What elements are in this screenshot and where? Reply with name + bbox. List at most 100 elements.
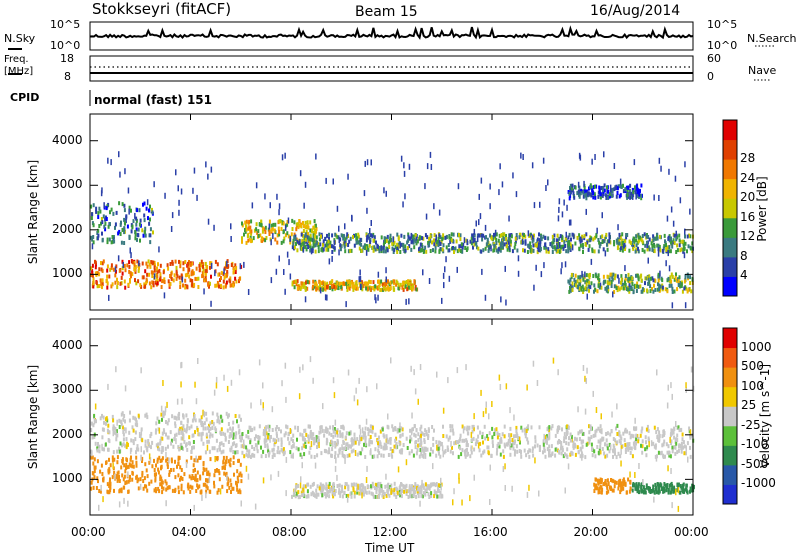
- echo-cell: [113, 268, 115, 272]
- echo-cell: [124, 419, 126, 423]
- echo-cell: [409, 451, 411, 455]
- echo-cell: [306, 483, 308, 487]
- echo-cell: [641, 290, 643, 294]
- echo-cell: [235, 435, 237, 439]
- echo-cell: [654, 426, 656, 430]
- echo-cell: [528, 485, 530, 491]
- echo-cell: [614, 284, 616, 288]
- echo-cell: [267, 446, 269, 450]
- echo-cell: [545, 455, 547, 459]
- echo-cell: [155, 428, 157, 432]
- echo-cell: [607, 431, 609, 435]
- echo-cell: [622, 479, 624, 483]
- echo-cell: [591, 259, 593, 265]
- echo-cell: [224, 466, 226, 470]
- echo-cell: [550, 426, 552, 430]
- echo-cell: [271, 277, 273, 283]
- echo-cell: [653, 195, 655, 201]
- echo-cell: [582, 191, 584, 195]
- echo-cell: [438, 447, 440, 451]
- echo-cell: [661, 451, 663, 455]
- echo-cell: [516, 444, 518, 448]
- echo-cell: [380, 489, 382, 493]
- echo-cell: [125, 457, 127, 461]
- echo-cell: [196, 478, 198, 482]
- echo-cell: [592, 274, 594, 278]
- echo-cell: [389, 237, 391, 241]
- echo-cell: [623, 245, 625, 249]
- echo-cell: [166, 402, 168, 408]
- echo-cell: [305, 288, 307, 292]
- echo-cell: [272, 233, 274, 239]
- echo-cell: [178, 210, 180, 216]
- echo-cell: [270, 239, 272, 245]
- echo-cell: [172, 445, 174, 449]
- echo-cell: [136, 208, 138, 212]
- echo-cell: [461, 500, 463, 506]
- echo-cell: [167, 267, 169, 271]
- echo-cell: [334, 445, 336, 449]
- echo-cell: [299, 393, 301, 399]
- echo-cell: [599, 490, 601, 494]
- echo-cell: [218, 471, 220, 475]
- echo-cell: [140, 367, 142, 373]
- echo-cell: [690, 247, 692, 251]
- echo-cell: [598, 278, 600, 282]
- echo-cell: [217, 262, 219, 266]
- echo-cell: [436, 372, 438, 378]
- echo-cell: [678, 506, 680, 512]
- echo-cell: [609, 282, 611, 286]
- echo-cell: [386, 191, 388, 197]
- echo-cell: [320, 287, 322, 293]
- echo-cell: [386, 446, 388, 450]
- echo-cell: [309, 242, 311, 246]
- echo-cell: [249, 440, 251, 444]
- echo-cell: [246, 466, 248, 472]
- echo-cell: [182, 261, 184, 265]
- echo-cell: [480, 250, 482, 254]
- echo-cell: [312, 378, 314, 384]
- echo-cell: [302, 221, 304, 225]
- noise-panel: [90, 22, 693, 50]
- echo-cell: [377, 295, 379, 301]
- echo-cell: [93, 281, 95, 285]
- echo-cell: [416, 288, 418, 292]
- echo-cell: [384, 492, 386, 496]
- echo-cell: [450, 450, 452, 454]
- echo-cell: [557, 234, 559, 238]
- echo-cell: [191, 486, 193, 490]
- echo-cell: [391, 488, 393, 492]
- echo-cell: [646, 428, 648, 432]
- echo-cell: [461, 242, 463, 246]
- echo-cell: [174, 273, 176, 277]
- echo-cell: [462, 246, 464, 250]
- echo-cell: [213, 484, 215, 488]
- echo-cell: [271, 448, 273, 452]
- echo-cell: [640, 194, 642, 198]
- echo-cell: [316, 453, 318, 457]
- echo-cell: [256, 445, 258, 451]
- echo-cell: [348, 370, 350, 376]
- echo-cell: [672, 394, 674, 400]
- echo-cell: [218, 285, 220, 289]
- echo-cell: [687, 441, 689, 445]
- echo-cell: [221, 271, 223, 275]
- echo-cell: [101, 220, 103, 224]
- echo-cell: [609, 192, 611, 196]
- echo-cell: [128, 260, 130, 264]
- echo-cell: [265, 454, 267, 458]
- echo-cell: [443, 451, 445, 457]
- echo-cell: [119, 269, 121, 273]
- echo-cell: [148, 209, 150, 213]
- echo-cell: [561, 451, 563, 455]
- echo-cell: [247, 234, 249, 238]
- echo-cell: [102, 427, 104, 431]
- echo-cell: [298, 447, 300, 451]
- echo-cell: [566, 447, 568, 451]
- echo-cell: [503, 237, 505, 241]
- echo-cell: [395, 445, 397, 449]
- echo-cell: [636, 243, 638, 247]
- echo-cell: [467, 432, 469, 436]
- echo-cell: [659, 271, 661, 277]
- echo-cell: [379, 288, 381, 292]
